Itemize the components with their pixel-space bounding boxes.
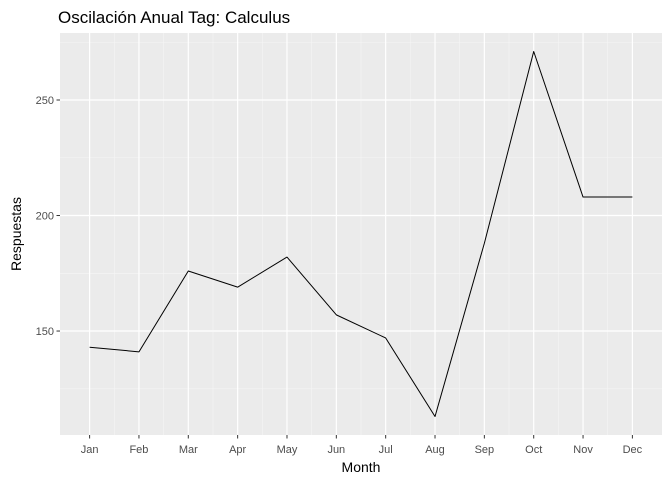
x-tick-label-jun: Jun [327, 444, 345, 456]
y-tick-label-150: 150 [36, 326, 54, 338]
major-gridlines [60, 33, 662, 435]
series-line [89, 50, 633, 418]
y-tick-label-250: 250 [36, 95, 54, 107]
x-tick-label-nov: Nov [573, 444, 593, 456]
chart-title: Oscilación Anual Tag: Calculus [58, 8, 290, 27]
x-tick-label-sep: Sep [475, 444, 495, 456]
x-tick-label-oct: Oct [525, 444, 542, 456]
y-tick-labels: 150 200 250 [36, 95, 54, 338]
x-tick-label-may: May [277, 444, 298, 456]
y-tick-label-200: 200 [36, 211, 54, 223]
axis-ticks [56, 99, 633, 439]
x-tick-label-feb: Feb [129, 444, 148, 456]
x-tick-label-mar: Mar [179, 444, 198, 456]
x-tick-labels: Jan Feb Mar Apr May Jun Jul Aug Sep Oct Nov Dec [81, 444, 643, 456]
x-tick-label-apr: Apr [229, 444, 246, 456]
x-tick-label-jul: Jul [379, 444, 393, 456]
y-axis-title: Respuestas [8, 197, 24, 271]
x-axis-title: Month [342, 459, 381, 475]
x-tick-label-jan: Jan [81, 444, 99, 456]
x-tick-label-aug: Aug [425, 444, 445, 456]
x-tick-label-dec: Dec [623, 444, 643, 456]
series-layer [89, 50, 633, 418]
